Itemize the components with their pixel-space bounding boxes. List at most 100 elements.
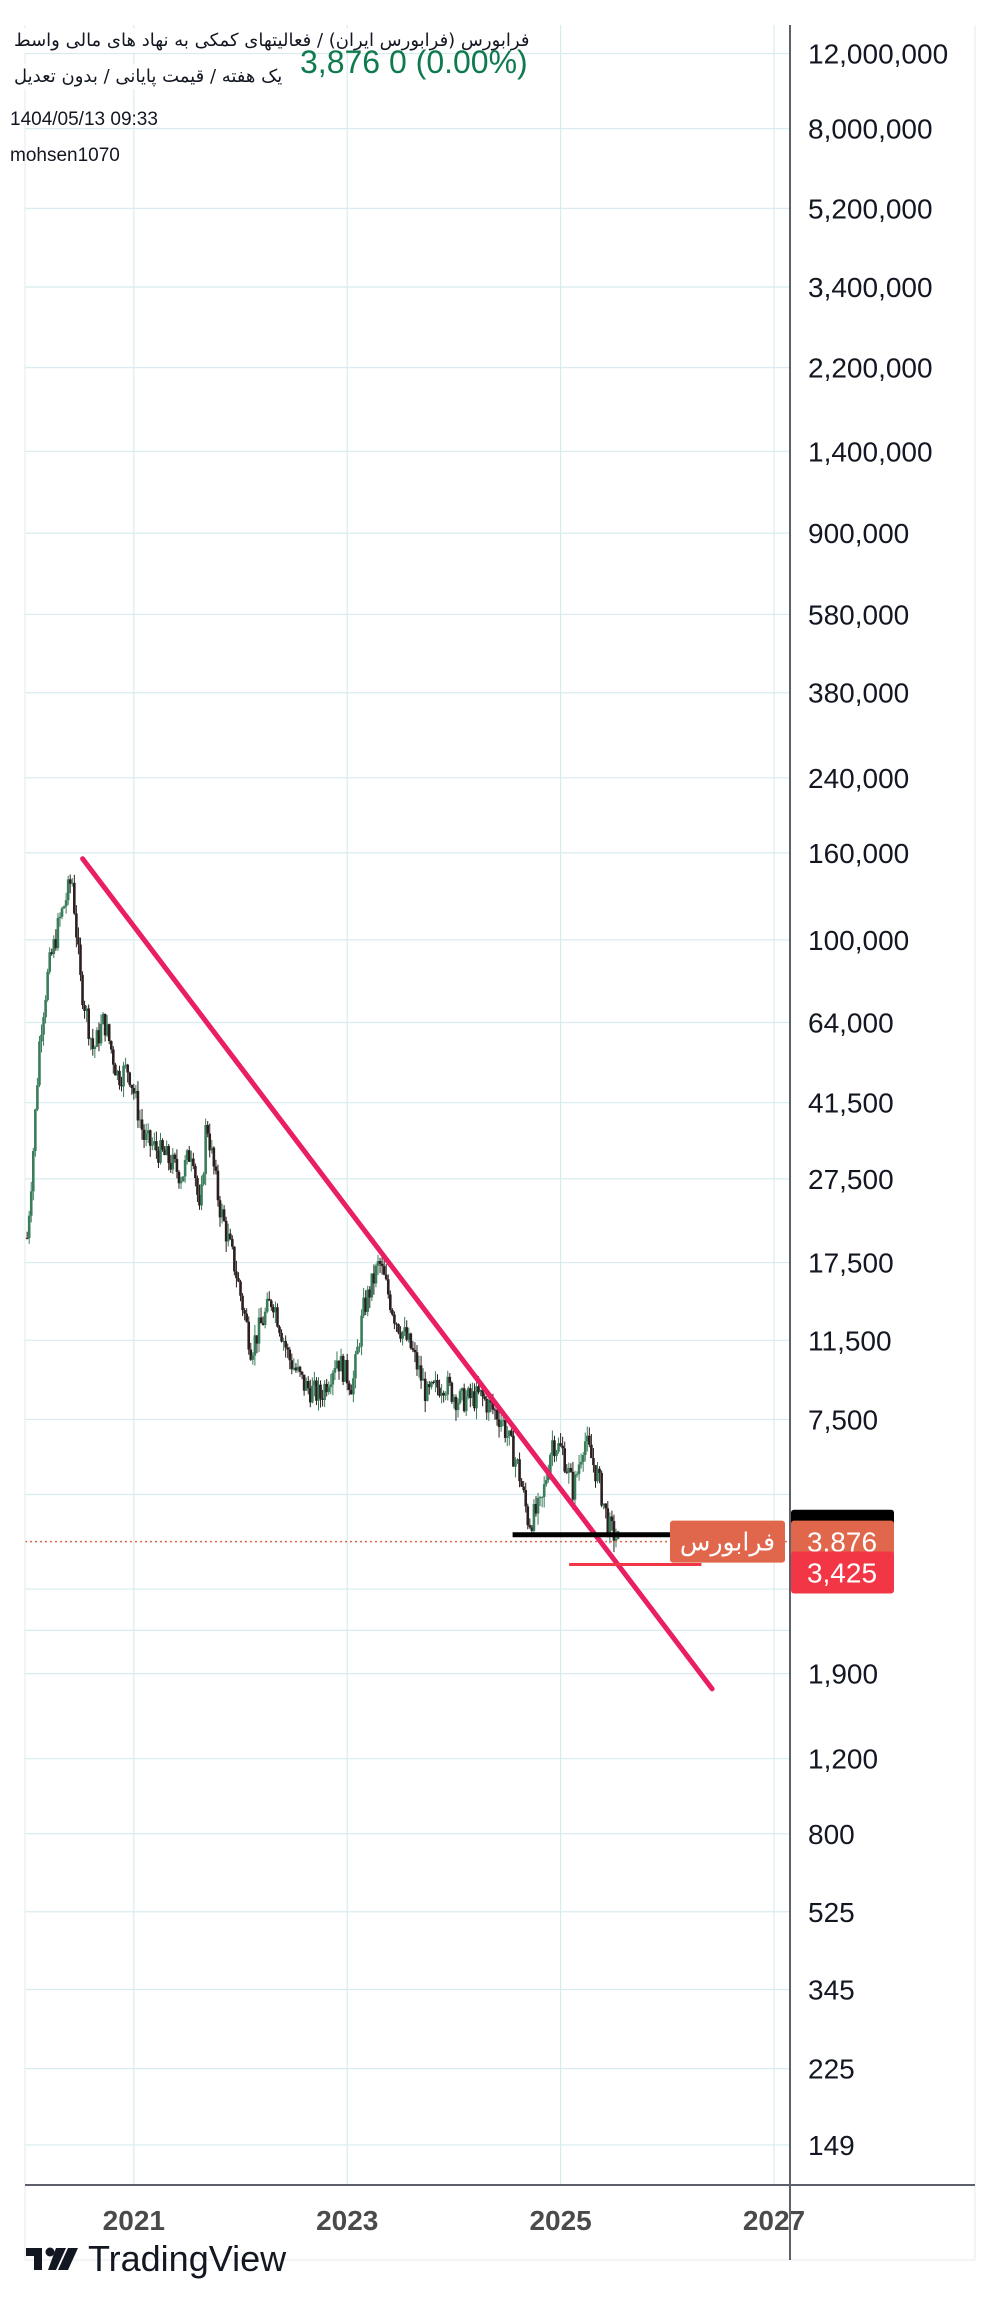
candle-body (368, 1289, 372, 1298)
candle-body (83, 1005, 86, 1011)
candle-body (177, 1171, 181, 1184)
candle-body (477, 1386, 480, 1393)
candle-body (42, 1017, 45, 1035)
candle-body (446, 1376, 450, 1395)
y-tick-label: 380,000 (808, 678, 909, 709)
candle-body (442, 1392, 445, 1396)
candle-body (364, 1297, 367, 1312)
brand-name: TradingView (88, 2238, 287, 2279)
candle-body (91, 1038, 95, 1050)
candle-body (36, 1085, 39, 1110)
candle-body (594, 1465, 597, 1482)
candle-body (546, 1474, 550, 1481)
candle-body (559, 1443, 562, 1446)
candle-body (187, 1150, 191, 1162)
candle-body (243, 1310, 246, 1314)
drawings[interactable] (25, 856, 790, 1692)
y-tick-label: 900,000 (808, 518, 909, 549)
candle-body (124, 1064, 127, 1066)
candle-body (75, 913, 78, 938)
candle-body (290, 1360, 294, 1370)
candle-body (325, 1383, 328, 1393)
y-tick-label: 17,500 (808, 1248, 894, 1279)
candle-body (79, 944, 82, 975)
candle-body (462, 1388, 466, 1412)
candle-body (206, 1124, 209, 1134)
chart-title: فرابورس (فرابورس ایران) / فعالیتهای کمکی… (10, 28, 534, 53)
candle-body (204, 1124, 207, 1175)
candle-body (73, 882, 76, 914)
candle-body (136, 1090, 140, 1121)
candle-body (50, 952, 54, 955)
candle-body (423, 1378, 427, 1401)
y-tick-label: 345 (808, 1974, 855, 2005)
candle-body (530, 1527, 534, 1531)
candle-body (54, 939, 58, 949)
candle-body (294, 1367, 298, 1371)
candle-body (222, 1209, 226, 1221)
candle-body (583, 1441, 587, 1456)
candle-body (245, 1313, 248, 1322)
candle-body (116, 1070, 119, 1076)
candle-body (596, 1468, 599, 1482)
y-tick-label: 225 (808, 2054, 855, 2085)
downtrend-line[interactable] (80, 856, 715, 1692)
candle-body (157, 1150, 160, 1163)
candle-body (130, 1084, 134, 1089)
candle-body (306, 1381, 310, 1389)
candle-body (503, 1419, 507, 1438)
candle-body (411, 1348, 415, 1350)
candle-body (296, 1366, 300, 1371)
candle-body (460, 1388, 464, 1392)
candle-body (528, 1525, 532, 1528)
candle-body (122, 1065, 125, 1087)
candle-body (604, 1503, 608, 1509)
y-tick-label: 64,000 (808, 1008, 894, 1039)
last-price-readout: 3,876 0 (0.00%) (300, 44, 528, 80)
candle-body (425, 1384, 429, 1401)
candle-body (175, 1158, 179, 1172)
candle-body (128, 1072, 132, 1085)
candle-body (395, 1323, 398, 1325)
candle-body (300, 1371, 304, 1375)
candle-body (354, 1354, 357, 1379)
brand-footer[interactable]: TradingView (26, 2238, 286, 2280)
candle-body (337, 1360, 341, 1372)
candle-body (286, 1347, 290, 1350)
candle-body (235, 1271, 238, 1279)
candle-body (200, 1184, 203, 1206)
candle-body (579, 1461, 583, 1465)
candle-body (407, 1333, 411, 1340)
candle-body (561, 1445, 564, 1449)
candle-body (608, 1516, 612, 1536)
candle-body (473, 1391, 476, 1409)
candle-body (450, 1382, 454, 1402)
candle-body (512, 1435, 515, 1467)
candle-body (220, 1209, 224, 1218)
axes[interactable]: 12,000,000 8,000,000 5,200,000 3,400,000 2,2… (24, 25, 976, 2261)
candle-body (249, 1349, 253, 1360)
candle-body (471, 1391, 474, 1399)
candle-body (257, 1317, 261, 1344)
candle-body (134, 1090, 138, 1094)
candle-body (224, 1220, 228, 1242)
candle-body (194, 1166, 197, 1179)
candle-body (358, 1346, 361, 1348)
candle-body (497, 1419, 501, 1428)
x-tick-label: 2027 (743, 2205, 805, 2236)
candle-body (598, 1468, 601, 1473)
candle-body (581, 1455, 585, 1462)
candle-body (366, 1289, 370, 1312)
candle-body (218, 1200, 222, 1218)
candle-body (103, 1013, 107, 1036)
candle-body (483, 1396, 486, 1399)
candle-body (272, 1307, 275, 1313)
candle-body (343, 1360, 347, 1382)
candle-body (81, 974, 84, 1006)
candle-body (173, 1154, 177, 1159)
candle-body (278, 1326, 281, 1333)
candle-body (532, 1503, 536, 1531)
candle-body (214, 1166, 218, 1171)
